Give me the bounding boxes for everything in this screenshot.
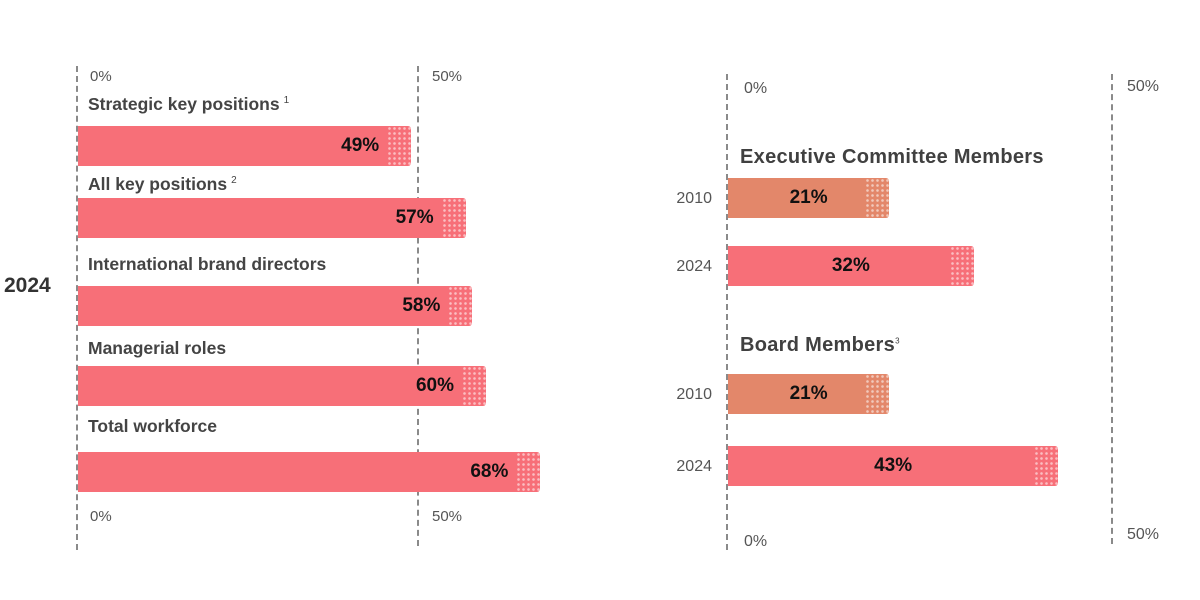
axis-top-max-label: 50% bbox=[1127, 78, 1160, 95]
bar-value-label: 21% bbox=[789, 187, 828, 208]
bar bbox=[728, 178, 892, 218]
year-label: 2024 bbox=[676, 258, 712, 275]
bar-value-label: 58% bbox=[402, 295, 441, 316]
bar-value-label: 68% bbox=[470, 461, 509, 482]
bar bbox=[728, 374, 892, 414]
category-label: Managerial roles bbox=[88, 338, 227, 358]
right-chart: 0% 50% 0% 50% Executive Committee Member… bbox=[620, 0, 1200, 600]
axis-bottom-min-label: 0% bbox=[744, 533, 768, 550]
year-label: 2024 bbox=[676, 458, 712, 475]
bar-value-label: 21% bbox=[789, 383, 828, 404]
footnote-marker: 1 bbox=[283, 95, 290, 107]
bar bbox=[728, 446, 1061, 486]
group-label: Executive Committee Members bbox=[740, 146, 1044, 168]
bar bbox=[78, 126, 414, 166]
bar-value-label: 32% bbox=[831, 255, 870, 276]
bar bbox=[78, 366, 488, 406]
category-label: International brand directors bbox=[88, 254, 327, 274]
axis-fifty-line bbox=[1111, 74, 1113, 544]
footnote-marker: 2 bbox=[231, 175, 237, 187]
axis-top-min-label: 0% bbox=[90, 68, 112, 85]
bar bbox=[728, 246, 976, 286]
year-label: 2010 bbox=[676, 386, 712, 403]
bar-value-label: 57% bbox=[395, 207, 434, 228]
axis-zero-line bbox=[726, 74, 728, 550]
bar bbox=[78, 286, 475, 326]
side-year-label: 2024 bbox=[4, 274, 51, 297]
bar bbox=[78, 452, 543, 492]
axis-top-max-label: 50% bbox=[432, 68, 463, 85]
year-label: 2010 bbox=[676, 190, 712, 207]
bar bbox=[78, 198, 468, 238]
group-label: Board Members3 bbox=[740, 334, 900, 356]
bar-value-label: 49% bbox=[341, 135, 380, 156]
axis-bottom-max-label: 50% bbox=[432, 508, 463, 525]
axis-zero-line bbox=[76, 66, 78, 550]
left-chart: 0% 50% 0% 50% 2024 Strategic key positio… bbox=[4, 66, 543, 550]
bar-value-label: 43% bbox=[874, 455, 913, 476]
footnote-marker: 3 bbox=[895, 336, 900, 346]
axis-bottom-max-label: 50% bbox=[1127, 526, 1160, 543]
category-label: All key positions 2 bbox=[88, 174, 237, 194]
axis-top-min-label: 0% bbox=[744, 80, 768, 97]
category-label: Total workforce bbox=[88, 416, 218, 436]
category-label: Strategic key positions 1 bbox=[88, 94, 290, 114]
bar-value-label: 60% bbox=[415, 375, 454, 396]
axis-bottom-min-label: 0% bbox=[90, 508, 112, 525]
